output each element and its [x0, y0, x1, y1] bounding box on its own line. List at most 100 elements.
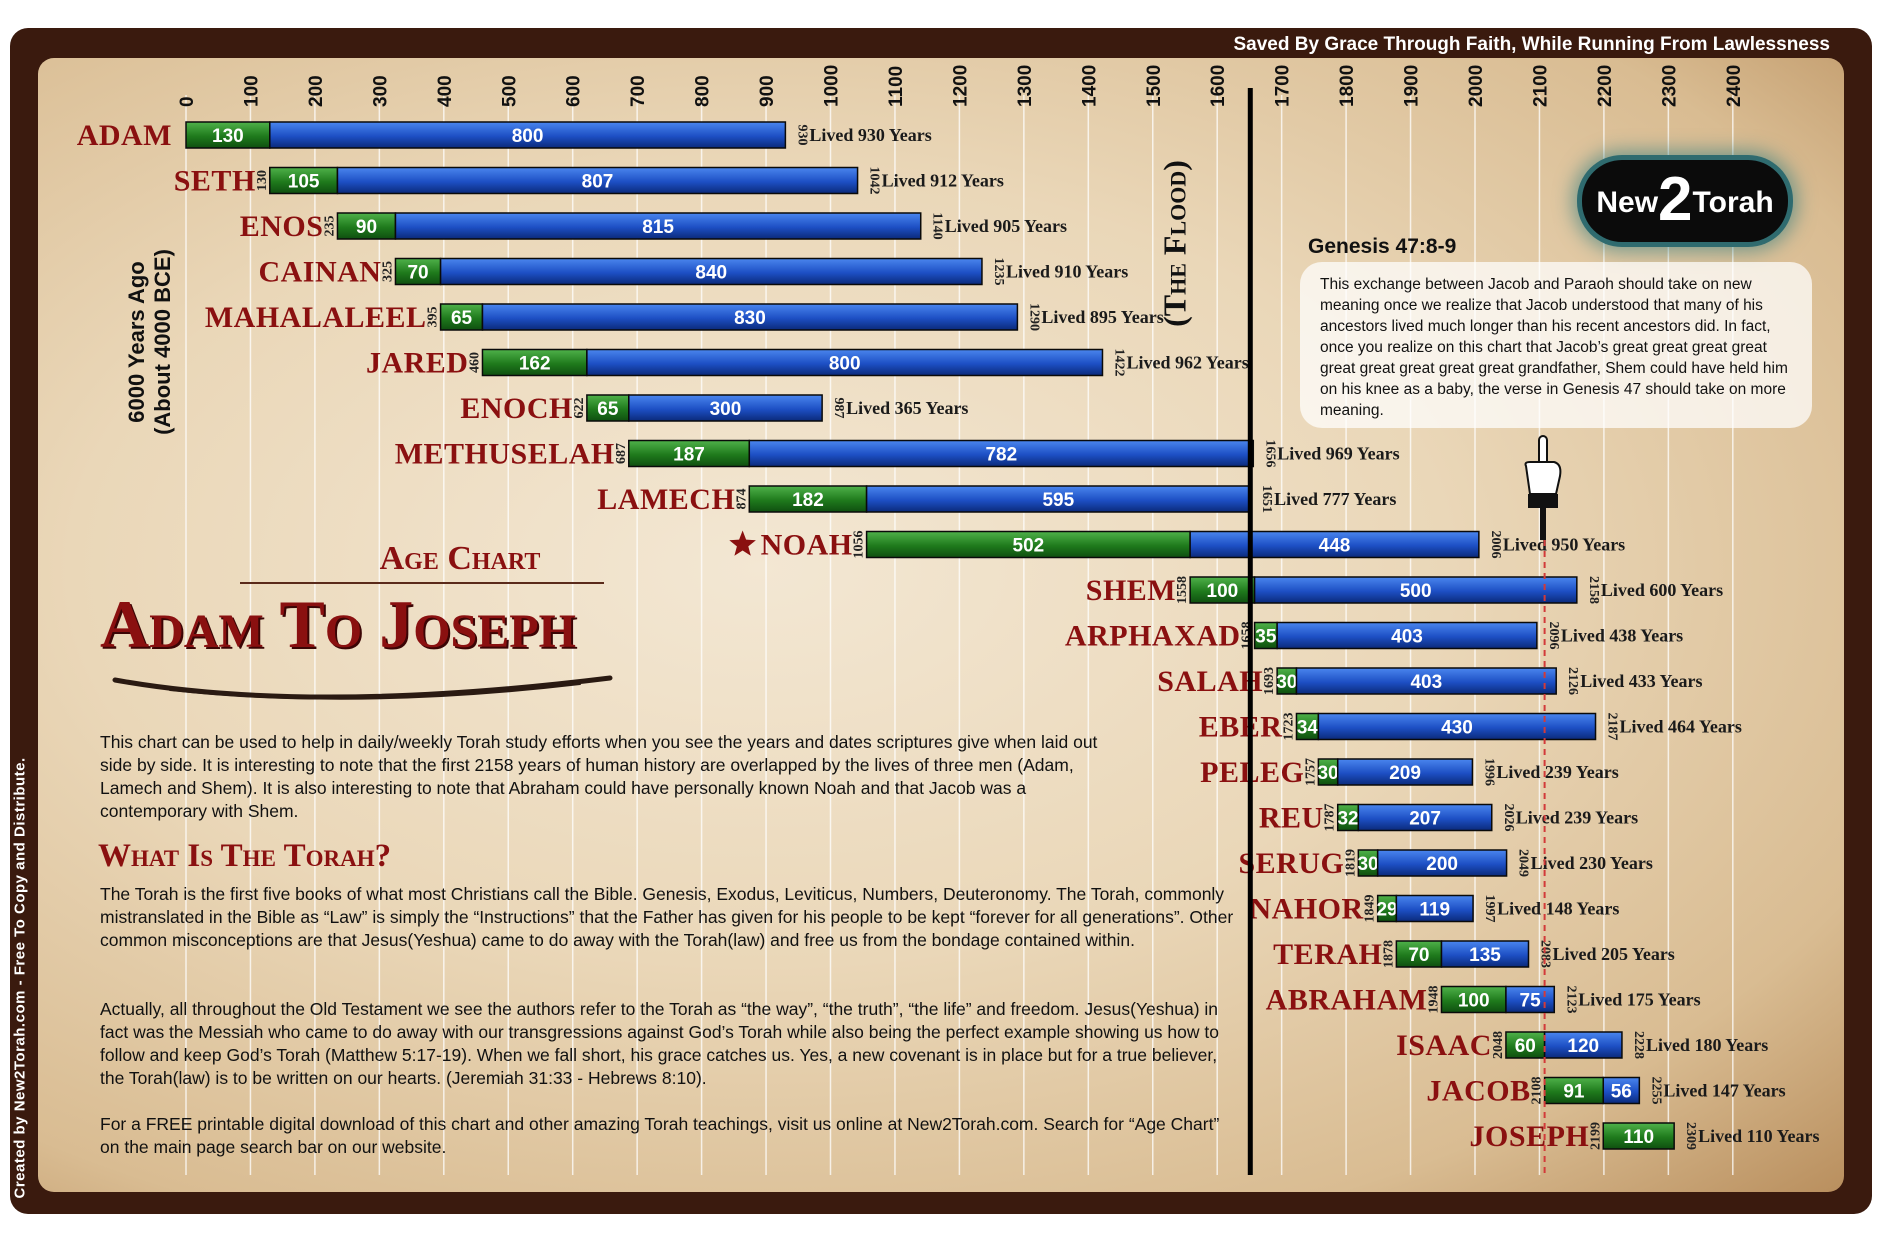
pointing-hand-icon — [1524, 435, 1562, 540]
verse-text: This exchange between Jacob and Paraoh s… — [1320, 276, 1788, 419]
person-row-isaac: ISAAC 2048 60 120 2228 Lived 180 Years — [1396, 1029, 1768, 1062]
chart-subtitle: Age Chart — [379, 540, 541, 577]
person-name: SERUG — [1238, 847, 1344, 880]
blue-segment-value: 430 — [1441, 718, 1473, 739]
x-tick-label: 1900 — [1402, 65, 1423, 107]
lived-years-label: Lived 148 Years — [1497, 899, 1619, 919]
person-row-cainan: CAINAN 325 70 840 1235 Lived 910 Years — [258, 256, 1128, 289]
chart-title: Adam To Joseph — [100, 586, 576, 662]
blue-segment-value: 135 — [1469, 945, 1501, 966]
start-year-label: 1757 — [1303, 758, 1318, 786]
person-name: ADAM — [77, 119, 172, 152]
lived-years-label: Lived 910 Years — [1006, 262, 1128, 282]
x-tick-label: 800 — [693, 75, 714, 107]
end-year-label: 2126 — [1565, 667, 1580, 695]
person-row-joseph: JOSEPH 2199 110 2309 Lived 110 Years — [1470, 1120, 1820, 1153]
green-bar-segment — [439, 303, 484, 331]
blue-bar-segment — [1602, 1076, 1641, 1105]
lived-years-label: Lived 950 Years — [1503, 535, 1625, 555]
end-year-label: 1290 — [1026, 303, 1041, 331]
start-year-label: 687 — [614, 443, 629, 464]
end-year-label: 2309 — [1683, 1122, 1698, 1150]
blue-segment-value: 200 — [1426, 854, 1458, 875]
x-tick-label: 2400 — [1724, 65, 1745, 107]
blue-segment-value: 56 — [1611, 1082, 1632, 1103]
torah-paragraph-1: The Torah is the first five books of wha… — [100, 884, 1234, 950]
blue-bar-segment — [586, 348, 1104, 377]
green-bar-segment — [1602, 1122, 1675, 1150]
end-year-label: 1042 — [867, 167, 882, 195]
green-bar-segment — [1543, 1076, 1605, 1105]
person-row-enos: ENOS 235 90 815 1140 Lived 905 Years — [240, 210, 1067, 243]
person-name: JOSEPH — [1470, 1120, 1590, 1153]
start-year-label: 1056 — [852, 531, 867, 559]
person-name: EBER — [1199, 711, 1283, 744]
start-year-label: 1948 — [1426, 986, 1441, 1014]
blue-segment-value: 800 — [829, 354, 861, 375]
blue-bar-segment — [336, 166, 859, 195]
blue-bar-segment — [1276, 621, 1538, 650]
x-tick-label: 1000 — [822, 65, 843, 107]
lived-years-label: Lived 912 Years — [882, 171, 1004, 191]
person-name: ENOCH — [460, 392, 573, 425]
person-row-peleg: PELEG1757302091996Lived 239 Years — [1200, 756, 1619, 789]
green-segment-value: 100 — [1458, 991, 1490, 1012]
person-row-enoch: ENOCH 622 65 300 987 Lived 365 Years — [460, 392, 968, 425]
green-segment-value: 34 — [1297, 718, 1319, 739]
blue-segment-value: 807 — [582, 172, 614, 193]
person-row-mahalaleel: MAHALALEEL 395 65 830 1290 Lived 895 Years — [205, 301, 1164, 334]
x-tick-label: 1700 — [1273, 65, 1294, 107]
logo-text-left: New — [1596, 186, 1659, 219]
blue-bar-segment — [1295, 667, 1557, 695]
lived-years-label: Lived 239 Years — [1516, 808, 1638, 828]
x-tick-label: 1300 — [1015, 65, 1036, 107]
blue-bar-segment — [628, 394, 823, 422]
person-row-lamech: LAMECH 874 182 595 1651 Lived 777 Years — [597, 483, 1396, 516]
lived-years-label: Lived 110 Years — [1698, 1126, 1819, 1146]
blue-segment-value: 209 — [1389, 763, 1421, 784]
start-year-label: 1693 — [1262, 667, 1277, 695]
x-tick-label: 900 — [757, 75, 778, 107]
blue-segment-value: 403 — [1391, 627, 1423, 648]
green-segment-value: 91 — [1563, 1082, 1585, 1103]
x-tick-label: 2000 — [1466, 65, 1487, 107]
person-name: JARED — [366, 347, 469, 380]
green-bar-segment — [185, 121, 271, 149]
lived-years-label: Lived 930 Years — [809, 125, 931, 145]
blue-segment-value: 448 — [1319, 536, 1351, 557]
logo-text-mid: 2 — [1658, 165, 1693, 234]
person-name: ENOS — [240, 210, 324, 243]
blue-segment-value: 840 — [695, 263, 727, 284]
start-year-label: 460 — [467, 352, 482, 373]
start-year-label: 2199 — [1588, 1122, 1603, 1150]
end-year-label: 2255 — [1648, 1077, 1663, 1105]
start-year-label: 622 — [572, 398, 587, 419]
title-rule — [240, 582, 604, 584]
intro-paragraph: This chart can be used to help in daily/… — [100, 732, 1098, 821]
end-year-label: 1140 — [930, 212, 945, 239]
start-year-label: 2108 — [1530, 1077, 1545, 1105]
x-tick-label: 300 — [370, 75, 391, 107]
green-bar-segment — [748, 485, 868, 513]
person-name: TERAH — [1273, 938, 1382, 971]
start-year-label: 325 — [380, 261, 395, 282]
x-tick-label: 600 — [564, 75, 585, 107]
green-segment-value: 65 — [451, 308, 473, 329]
lived-years-label: Lived 969 Years — [1277, 444, 1399, 464]
lived-years-label: Lived 205 Years — [1552, 944, 1674, 964]
torah-heading: What Is The Torah? — [98, 838, 392, 874]
end-year-label: 2123 — [1563, 986, 1578, 1014]
person-row-eber: EBER 1723 34 430 2187 Lived 464 Years — [1199, 711, 1742, 744]
x-tick-label: 400 — [435, 75, 456, 107]
blue-segment-value: 830 — [734, 308, 766, 329]
person-row-arphaxad: ARPHAXAD 1658 35 403 2096 Lived 438 Years — [1065, 620, 1683, 653]
green-segment-value: 70 — [407, 263, 428, 284]
blue-segment-value: 120 — [1567, 1036, 1599, 1057]
lived-years-label: Lived 777 Years — [1274, 489, 1396, 509]
end-year-label: 2228 — [1631, 1031, 1646, 1059]
x-tick-label: 1600 — [1208, 65, 1229, 107]
blue-segment-value: 403 — [1410, 672, 1442, 693]
lived-years-label: Lived 230 Years — [1531, 853, 1653, 873]
person-name: NOAH — [761, 529, 853, 562]
end-year-label: 1656 — [1262, 440, 1277, 468]
